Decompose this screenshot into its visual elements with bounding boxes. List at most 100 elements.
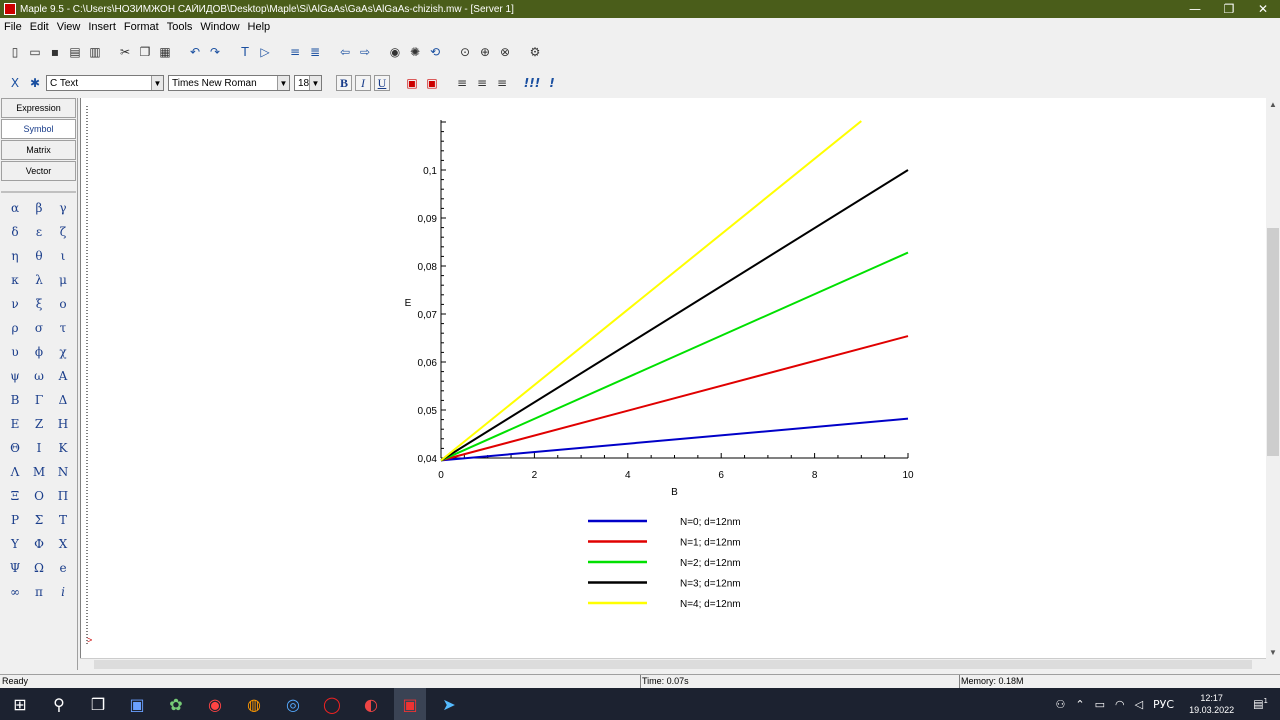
underline-button[interactable]: U — [374, 75, 390, 91]
symbol-button[interactable]: ν — [11, 297, 19, 311]
symbol-button[interactable]: ϕ — [34, 345, 44, 359]
menu-tools[interactable]: Tools — [166, 21, 193, 33]
paste-icon[interactable]: ▦ — [159, 45, 171, 59]
menu-edit[interactable]: Edit — [29, 21, 49, 33]
symbol-button[interactable]: ω — [34, 369, 44, 383]
opera-icon[interactable]: ◯ — [323, 694, 341, 714]
zoom-200-icon[interactable]: ⊗ — [499, 45, 511, 59]
indent-icon[interactable]: ≡ — [289, 45, 301, 59]
clock[interactable]: 12:17 19.03.2022 — [1189, 692, 1234, 716]
italic-button[interactable]: I — [355, 75, 371, 91]
symbol-button[interactable]: Κ — [58, 441, 68, 455]
maple-input-icon[interactable]: ✱ — [29, 76, 41, 90]
symbol-button[interactable]: ∞ — [10, 585, 20, 599]
insert-prompt-icon[interactable]: ▷ — [260, 45, 270, 59]
symbol-button[interactable]: μ — [59, 273, 67, 287]
symbol-button[interactable]: τ — [59, 321, 67, 335]
maple-leaf-icon[interactable]: ✿ — [169, 694, 183, 714]
symbol-button[interactable]: i — [61, 585, 65, 599]
symbol-button[interactable]: Ι — [36, 441, 42, 455]
symbol-button[interactable]: Χ — [58, 537, 68, 551]
symbol-button[interactable]: α — [10, 201, 20, 215]
symbol-button[interactable]: η — [11, 249, 19, 263]
vertical-scrollbar[interactable]: ▲ ▼ — [1266, 98, 1280, 658]
palette-tab-vector[interactable]: Vector — [1, 161, 76, 181]
symbol-button[interactable]: Μ — [32, 465, 46, 479]
volume-icon[interactable]: ◁ — [1134, 697, 1144, 711]
symbol-button[interactable]: χ — [59, 345, 67, 359]
symbol-button[interactable]: Γ — [34, 393, 44, 407]
outdent-icon[interactable]: ≣ — [309, 45, 321, 59]
symbol-button[interactable]: κ — [11, 273, 19, 287]
symbol-button[interactable]: υ — [11, 345, 19, 359]
menu-window[interactable]: Window — [200, 21, 240, 33]
symbol-button[interactable]: Β — [10, 393, 20, 407]
symbol-button[interactable]: λ — [35, 273, 43, 287]
open-folder-icon[interactable]: ▭ — [29, 45, 41, 59]
symbol-button[interactable]: ο — [59, 297, 67, 311]
align-left-icon[interactable]: ≡ — [456, 76, 468, 90]
save-app-icon[interactable]: ▣ — [129, 694, 145, 714]
horizontal-scroll-thumb[interactable] — [94, 660, 1252, 669]
scroll-up-icon[interactable]: ▲ — [1269, 99, 1277, 109]
battery-icon[interactable]: ▭ — [1094, 697, 1105, 711]
bold-button[interactable]: B — [336, 75, 352, 91]
palette-tab-matrix[interactable]: Matrix — [1, 140, 76, 160]
back-arrow-icon[interactable]: ⇦ — [339, 45, 351, 59]
symbol-button[interactable]: ξ — [35, 297, 43, 311]
palette-tab-symbol[interactable]: Symbol — [1, 119, 76, 139]
symbol-button[interactable]: π — [35, 585, 43, 599]
symbol-button[interactable]: Λ — [10, 465, 20, 479]
symbol-button[interactable]: Ζ — [34, 417, 44, 431]
search-icon[interactable]: ⚲ — [53, 694, 65, 714]
help-icon[interactable]: ⚙ — [529, 45, 541, 59]
scroll-down-icon[interactable]: ▼ — [1269, 647, 1277, 657]
symbol-button[interactable]: Θ — [10, 441, 20, 455]
symbol-button[interactable]: Α — [58, 369, 68, 383]
zoom-100-icon[interactable]: ⊙ — [459, 45, 471, 59]
menu-view[interactable]: View — [56, 21, 81, 33]
font-size-select[interactable]: 18 ▼ — [294, 75, 322, 91]
symbol-button[interactable]: Η — [57, 417, 69, 431]
close-button[interactable]: ✕ — [1257, 2, 1269, 16]
symbol-button[interactable]: Ε — [10, 417, 20, 431]
symbol-button[interactable]: ρ — [11, 321, 19, 335]
minimize-button[interactable]: — — [1189, 2, 1201, 16]
vertical-scroll-thumb[interactable] — [1267, 228, 1279, 456]
new-file-icon[interactable]: ▯ — [11, 45, 19, 59]
save-icon[interactable]: ▪ — [50, 45, 60, 59]
task-view-icon[interactable]: ❒ — [90, 694, 106, 714]
restart-icon[interactable]: ⟲ — [429, 45, 441, 59]
symbol-button[interactable]: Τ — [58, 513, 67, 527]
symbol-button[interactable]: ζ — [59, 225, 67, 239]
symbol-button[interactable]: Σ — [34, 513, 44, 527]
style-select[interactable]: C Text ▼ — [46, 75, 164, 91]
debug-icon[interactable]: ✺ — [409, 45, 421, 59]
symbol-button[interactable]: e — [59, 561, 67, 575]
symbol-button[interactable]: ψ — [10, 369, 20, 383]
maple-taskbar-icon[interactable]: ▣ — [394, 688, 426, 720]
execute-all-icon[interactable]: !!! — [523, 76, 541, 90]
palette-tab-expression[interactable]: Expression — [1, 98, 76, 118]
menu-insert[interactable]: Insert — [88, 21, 116, 33]
chrome-icon[interactable]: ◉ — [208, 694, 222, 714]
forward-arrow-icon[interactable]: ⇨ — [359, 45, 371, 59]
menu-file[interactable]: File — [4, 21, 22, 33]
horizontal-scrollbar[interactable] — [80, 658, 1266, 670]
windows-start-icon[interactable]: ⊞ — [13, 694, 27, 714]
telegram-icon[interactable]: ➤ — [442, 694, 456, 714]
symbol-button[interactable]: δ — [11, 225, 19, 239]
print-icon[interactable]: ▥ — [89, 45, 101, 59]
show-hidden-icon[interactable]: ⌃ — [1075, 697, 1085, 711]
hyperlink-icon[interactable]: ▣ — [426, 76, 438, 90]
bookmark-icon[interactable]: ▣ — [406, 76, 418, 90]
firefox-icon[interactable]: ◍ — [247, 694, 261, 714]
menu-help[interactable]: Help — [247, 21, 271, 33]
plot[interactable]: > 0 2 4 6 8 10 0,04 0,05 0,06 0,07 0,08 0,09 0,1 N=0… — [81, 98, 1267, 658]
people-icon[interactable]: ⚇ — [1055, 697, 1066, 711]
symbol-button[interactable]: Υ — [11, 537, 19, 551]
worksheet[interactable]: > 0 2 4 6 8 10 0,04 0,05 0,06 0,07 0,08 0,09 0,1 N=0… — [80, 98, 1266, 658]
maximize-button[interactable]: ❐ — [1223, 2, 1235, 16]
execute-icon[interactable]: ! — [549, 76, 555, 90]
insert-text-icon[interactable]: T — [241, 45, 249, 59]
